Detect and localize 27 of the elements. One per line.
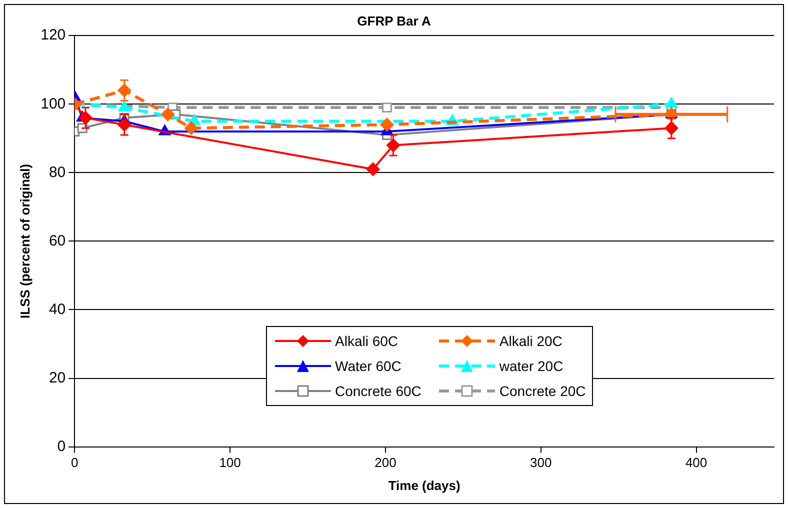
legend-label: Concrete 60C <box>335 383 422 399</box>
x-tick-label: 300 <box>530 455 552 470</box>
y-tick-label: 80 <box>48 164 66 181</box>
legend-label: Alkali 60C <box>335 333 398 349</box>
point <box>118 100 130 112</box>
chart-title: GFRP Bar A <box>357 13 432 28</box>
y-tick-label: 120 <box>40 26 66 44</box>
point <box>380 118 394 132</box>
x-tick-label: 100 <box>219 455 241 470</box>
legend-label: Concrete 20C <box>499 383 586 399</box>
point <box>161 108 175 122</box>
y-tick-label: 20 <box>48 369 66 386</box>
y-tick-label: 60 <box>48 232 66 250</box>
y-tick-label: 100 <box>40 95 66 112</box>
y-axis-title: ILSS (percent of original) <box>17 164 32 318</box>
x-axis-title: Time (days) <box>388 478 460 493</box>
legend-label: water 20C <box>499 358 564 374</box>
point <box>184 121 198 135</box>
x-tick-label: 400 <box>685 455 708 470</box>
legend-label: Alkali 20C <box>499 333 562 349</box>
legend-label: Water 60C <box>335 358 402 374</box>
y-tick-label: 0 <box>57 438 66 455</box>
point <box>382 102 392 113</box>
x-tick-label: 0 <box>71 455 78 470</box>
point <box>366 162 380 176</box>
x-tick-label: 200 <box>374 455 396 470</box>
y-tick-label: 40 <box>48 300 66 318</box>
